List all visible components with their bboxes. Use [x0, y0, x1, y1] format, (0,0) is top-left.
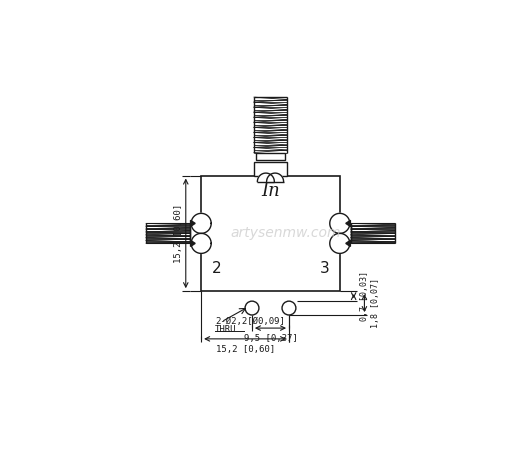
Text: 0,7 [0,03]: 0,7 [0,03]	[360, 271, 369, 321]
Polygon shape	[191, 240, 195, 247]
Polygon shape	[191, 234, 211, 253]
Bar	[201, 175, 340, 291]
Polygon shape	[191, 220, 195, 227]
Text: 3: 3	[319, 261, 329, 275]
Circle shape	[282, 301, 296, 315]
Text: 15,2 [0,60]: 15,2 [0,60]	[216, 345, 275, 354]
Polygon shape	[346, 220, 351, 227]
Text: THRU: THRU	[215, 325, 237, 334]
Polygon shape	[191, 213, 211, 234]
Polygon shape	[330, 234, 350, 253]
Text: 15,2 [0,60]: 15,2 [0,60]	[173, 204, 182, 263]
Bar	[340, 227, 351, 240]
Bar	[254, 162, 287, 175]
Text: 9,5 [0,37]: 9,5 [0,37]	[244, 334, 297, 343]
Bar	[256, 152, 285, 160]
Polygon shape	[267, 173, 283, 182]
Polygon shape	[257, 173, 275, 182]
Text: 1,8 [0,07]: 1,8 [0,07]	[370, 278, 380, 328]
Polygon shape	[346, 240, 351, 247]
Text: artysenmw.com: artysenmw.com	[231, 227, 341, 241]
Bar	[190, 227, 201, 240]
Polygon shape	[330, 213, 350, 234]
Text: In: In	[261, 182, 280, 200]
Circle shape	[245, 301, 259, 315]
Text: 2-Ø2,2[Ø0,09]: 2-Ø2,2[Ø0,09]	[215, 318, 285, 326]
Text: 2: 2	[212, 261, 221, 275]
